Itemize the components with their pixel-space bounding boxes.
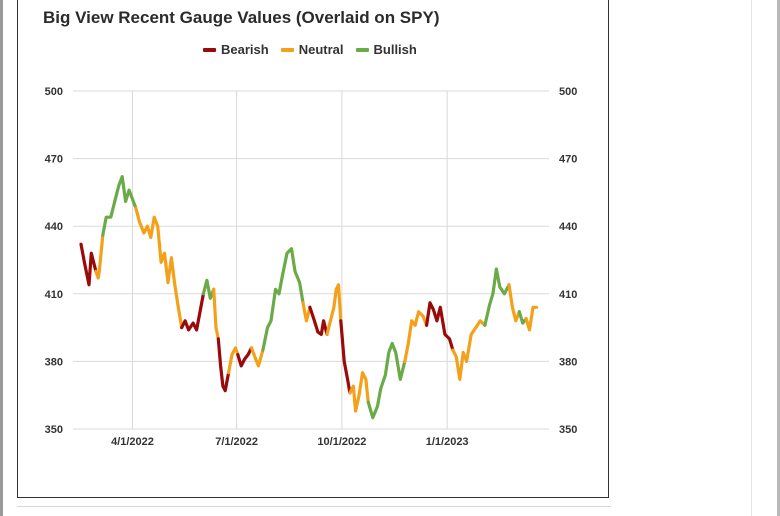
y-tick-label-right: 410 (559, 289, 577, 301)
series-segment-bearish (216, 337, 231, 393)
series-segment-bearish (79, 242, 98, 287)
x-tick-label: 4/1/2022 (111, 436, 154, 448)
series-segment-neutral (249, 346, 265, 368)
y-tick-label-right: 470 (559, 154, 577, 166)
series-segment-neutral (94, 233, 105, 280)
legend-label-neutral: Neutral (298, 42, 344, 57)
series-segment-bearish (180, 292, 205, 332)
series-segment-bullish (201, 278, 216, 300)
chart-card (17, 0, 609, 498)
chart-title: Big View Recent Gauge Values (Overlaid o… (43, 8, 440, 27)
series-segment-bullish (261, 247, 305, 352)
left-window-edge (0, 0, 3, 516)
series-segment-neutral (403, 310, 429, 363)
legend-swatch-neutral (280, 47, 294, 52)
series-segment-neutral (134, 206, 184, 330)
right-window-edge (777, 0, 780, 516)
series-segment-bearish (236, 346, 254, 368)
series-segment-bullish (366, 341, 407, 420)
x-tick-label: 7/1/2022 (215, 436, 258, 448)
series-segment-neutral (451, 319, 487, 381)
line-layer (79, 175, 539, 420)
y-tick-label-left: 350 (45, 424, 63, 436)
y-tick-label-right: 380 (559, 356, 577, 368)
x-tick-label: 10/1/2022 (317, 436, 366, 448)
series-segment-bearish (339, 319, 352, 395)
series-segment-neutral (212, 287, 220, 341)
y-tick-label-left: 500 (45, 86, 63, 98)
grid-layer (73, 90, 549, 430)
series-segment-bullish (483, 267, 511, 327)
series-segment-neutral (348, 371, 370, 413)
y-tick-label-right: 440 (559, 221, 577, 233)
y-tick-label-right: 350 (559, 424, 577, 436)
page-edge-line (751, 0, 752, 516)
legend-item-neutral: Neutral (280, 42, 344, 57)
legend-item-bullish: Bullish (355, 42, 417, 57)
axis-layer: 350 350 380 380 410 410 440 440 470 470 500 500 4/1/… (45, 86, 578, 448)
page-background: Big View Recent Gauge Values (Overlaid o… (3, 0, 777, 516)
legend-label-bearish: Bearish (221, 42, 269, 57)
legend-swatch-bearish (203, 47, 216, 52)
y-tick-label-left: 440 (45, 221, 63, 233)
y-tick-label-left: 410 (45, 289, 63, 301)
chart-plot: 350 350 380 380 410 410 440 440 470 470 500 500 4/1/… (45, 86, 578, 448)
legend-item-bearish: Bearish (203, 42, 269, 57)
series-segment-bearish (425, 301, 455, 352)
chart-legend: Bearish Neutral Bullish (203, 42, 417, 57)
series-segment-bullish (101, 175, 138, 237)
y-tick-label-left: 380 (45, 356, 63, 368)
x-tick-label: 1/1/2023 (426, 436, 469, 448)
legend-swatch-bullish (355, 47, 369, 52)
series-segment-bearish (308, 305, 329, 336)
series-segment-neutral (507, 283, 521, 323)
bottom-divider (17, 506, 611, 507)
legend-label-bullish: Bullish (373, 42, 417, 57)
series-segment-neutral (325, 283, 343, 336)
y-tick-label-left: 470 (45, 154, 63, 166)
y-tick-label-right: 500 (559, 86, 577, 98)
series-segment-neutral (227, 346, 240, 375)
series-segment-neutral (301, 301, 312, 323)
series-segment-neutral (524, 305, 539, 332)
